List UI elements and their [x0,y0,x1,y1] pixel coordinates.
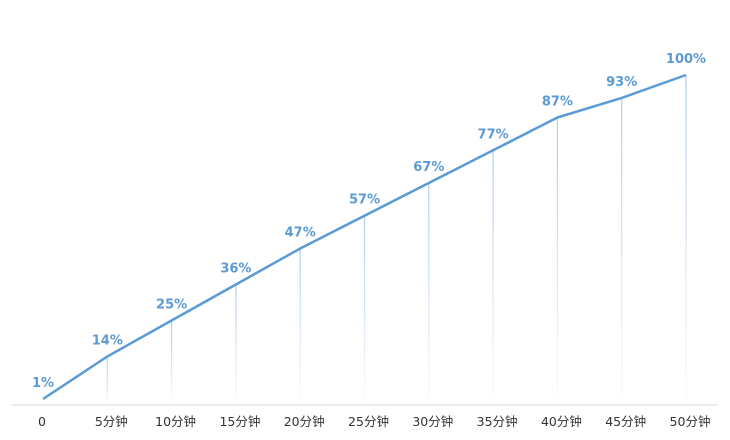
x-axis-tick-labels: 0 5分钟 10分钟 15分钟 20分钟 25分钟 30分钟 35分钟 40分钟 45分钟 50分钟 [38,414,710,429]
drop-line-8 [556,117,558,405]
x-tick-label-9: 45分钟 [605,414,646,429]
data-label-2: 25% [156,297,187,312]
data-label-1: 14% [92,333,123,348]
drop-line-4 [299,248,301,405]
x-tick-label-7: 35分钟 [477,414,518,429]
drop-line-3 [235,284,237,405]
drop-line-1 [106,356,108,405]
data-label-0: 1% [32,376,54,391]
x-tick-label-8: 40分钟 [541,414,582,429]
x-tick-label-4: 20分钟 [284,414,325,429]
drop-line-6 [428,183,430,405]
data-label-10: 100% [666,52,706,67]
data-label-7: 77% [478,127,509,142]
x-tick-label-6: 30分钟 [412,414,453,429]
drop-line-7 [492,150,494,405]
drop-line-10 [685,75,687,405]
drop-lines [106,75,687,405]
x-tick-label-5: 25分钟 [348,414,389,429]
data-label-3: 36% [220,261,251,276]
data-label-8: 87% [542,95,573,110]
drop-line-2 [171,320,173,405]
x-tick-label-2: 10分钟 [155,414,196,429]
x-tick-label-3: 15分钟 [219,414,260,429]
series-line [42,73,687,401]
drop-line-9 [621,97,623,405]
x-tick-label-1: 5分钟 [95,414,128,429]
data-label-5: 57% [349,193,380,208]
x-tick-label-10: 50分钟 [670,414,711,429]
data-label-4: 47% [285,225,316,240]
data-labels: 1% 14% 25% 36% 47% 57% 67% 77% 87% 93% 100% [32,52,706,391]
x-tick-label-0: 0 [38,414,46,429]
data-label-6: 67% [413,160,444,175]
data-label-9: 93% [606,75,637,90]
drop-line-5 [363,215,366,405]
